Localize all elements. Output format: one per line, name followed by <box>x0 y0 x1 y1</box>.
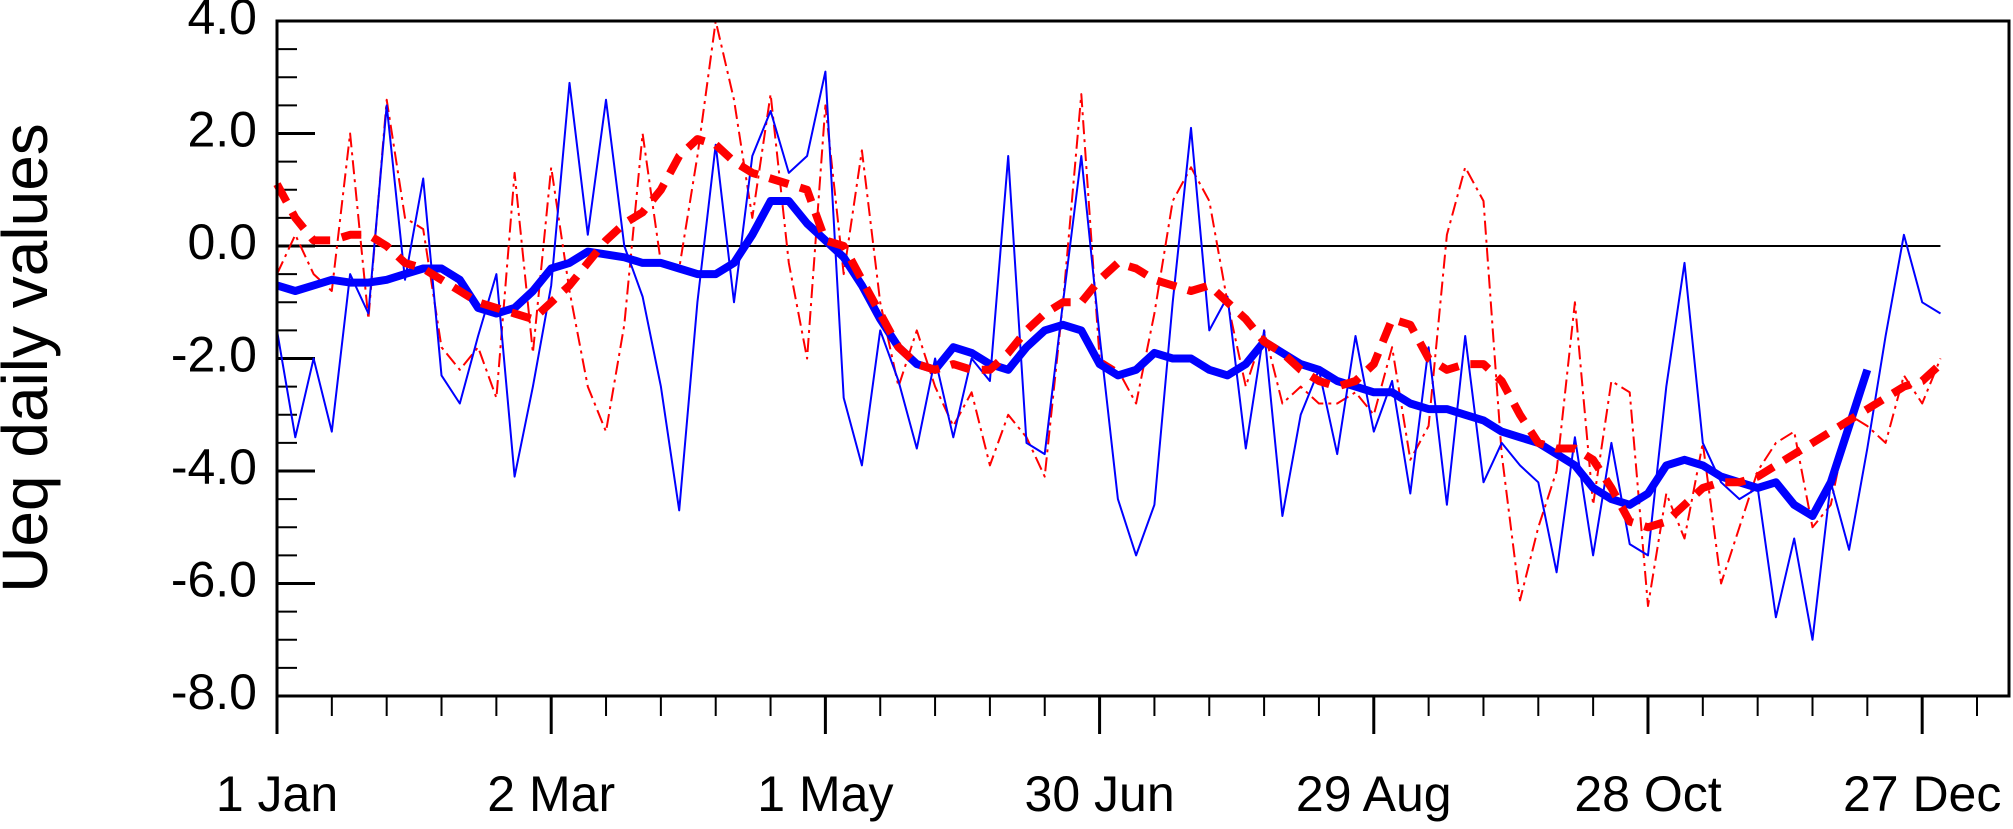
y-tick-label: -2.0 <box>171 327 257 383</box>
series-line <box>276 20 1942 607</box>
x-tick-label: 1 May <box>757 766 893 822</box>
y-tick-label: -8.0 <box>171 664 257 720</box>
y-tick-label: -4.0 <box>171 439 257 495</box>
y-axis-label: Ueq daily values <box>0 123 61 593</box>
x-tick-label: 27 Dec <box>1843 766 2001 822</box>
y-tick-label: -6.0 <box>171 552 257 608</box>
plot-frame <box>275 19 2011 698</box>
y-tick-label: 4.0 <box>187 0 257 45</box>
series-line <box>275 197 1872 520</box>
series-line <box>276 70 1942 641</box>
x-tick-label: 28 Oct <box>1574 766 1721 822</box>
x-tick-label: 30 Jun <box>1025 766 1175 822</box>
x-tick-label: 2 Mar <box>487 766 615 822</box>
y-tick-label: 0.0 <box>187 214 257 270</box>
x-tick-label: 1 Jan <box>216 766 338 822</box>
series-line <box>273 135 1944 532</box>
x-tick-label: 29 Aug <box>1296 766 1452 822</box>
y-tick-label: 2.0 <box>187 102 257 158</box>
